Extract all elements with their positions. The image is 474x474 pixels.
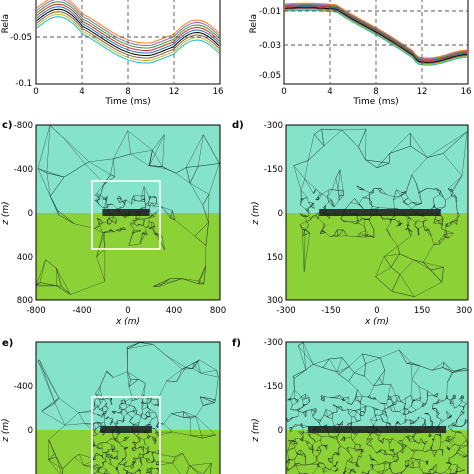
tl-curves-line-0 xyxy=(36,0,220,44)
panel-d-ytick-5: 300 xyxy=(267,296,283,306)
panel-e-mesh xyxy=(37,342,219,474)
panel-d-upper-region xyxy=(286,125,468,213)
tl-curves-line-5 xyxy=(36,8,220,56)
panel-e-ytick-1: -400 xyxy=(14,382,33,392)
top-left-plot: Rela -0.05 -0.1 0 4 8 12 16 Time (ms) xyxy=(1,0,223,107)
top-right-ylabel: Rela xyxy=(249,14,259,33)
panel-e-ylabel: z (m) xyxy=(1,418,11,442)
panel-e-ytick-2: 0 xyxy=(28,426,33,436)
panel-c-xtick-2: -400 xyxy=(72,306,91,316)
panel-c: c) -800 -400 0 400 800 -800 -400 0 400 8… xyxy=(1,120,226,327)
panel-c-xtick-5: 800 xyxy=(210,306,226,316)
panel-d-frame xyxy=(285,124,469,301)
top-right-xtick-4: 12 xyxy=(417,87,428,97)
c-mesh-electrode-strip xyxy=(102,209,150,216)
panel-c-ytick-4: 400 xyxy=(17,253,33,263)
d-mesh-electrode-strip xyxy=(319,209,441,216)
top-right-plot: Rela -0.01 -0.03 -0.05 0 4 8 12 16 Time … xyxy=(249,0,471,107)
panel-c-frame xyxy=(35,124,221,301)
panel-d-xtick-4: 150 xyxy=(414,306,430,316)
panel-c-upper-region xyxy=(36,125,220,213)
panel-c-label: c) xyxy=(2,120,13,131)
top-right-ytick-3: -0.05 xyxy=(259,71,281,81)
panel-d-lower-region xyxy=(286,213,468,300)
top-right-ytick-1: -0.01 xyxy=(259,7,281,17)
panel-c-xlabel: x (m) xyxy=(115,317,140,327)
panel-c-zoom-box xyxy=(91,180,161,250)
panel-f: f) -300 -150 0 z (m) xyxy=(232,338,469,474)
panel-c-xtick-4: 400 xyxy=(166,306,182,316)
top-left-ytick-2: -0.1 xyxy=(15,79,32,89)
panel-d-ytick-3: 0 xyxy=(278,209,283,219)
panel-f-label: f) xyxy=(232,338,241,349)
panel-d-mesh xyxy=(293,128,468,297)
top-right-xtick-2: 4 xyxy=(327,87,332,97)
top-right-dashes xyxy=(284,0,468,84)
panel-e-frame xyxy=(35,341,221,474)
top-left-xtick-2: 4 xyxy=(79,87,84,97)
panel-d-xtick-3: 0 xyxy=(374,306,379,316)
panel-e-upper-region xyxy=(36,342,220,430)
panel-d-xtick-1: -300 xyxy=(276,306,295,316)
top-right-xtick-1: 0 xyxy=(281,87,286,97)
panel-d-xtick-2: -150 xyxy=(321,306,340,316)
tr-curves-line-3 xyxy=(284,5,468,62)
panel-c-xtick-1: -800 xyxy=(26,306,45,316)
panel-e-label: e) xyxy=(2,338,13,349)
panel-d-ytick-4: 150 xyxy=(267,253,283,263)
panel-f-ylabel: z (m) xyxy=(251,418,261,442)
panel-c-ytick-1: -800 xyxy=(14,121,33,131)
tr-curves-line-5 xyxy=(284,7,468,64)
top-left-xtick-3: 8 xyxy=(125,87,130,97)
tl-curves-line-8 xyxy=(36,16,220,64)
panel-f-ytick-1: -300 xyxy=(264,338,283,348)
e-mesh-electrode-strip xyxy=(100,426,152,433)
tl-curves-line-2 xyxy=(36,1,220,49)
panel-d-ytick-1: -300 xyxy=(264,121,283,131)
top-left-xlabel: Time (ms) xyxy=(104,97,150,107)
panel-e: e) -400 0 z (m) xyxy=(1,338,221,474)
panel-f-frame xyxy=(285,341,469,474)
top-left-xtick-1: 0 xyxy=(33,87,38,97)
panel-c-ylabel: z (m) xyxy=(1,201,11,225)
panel-f-lower-region xyxy=(286,430,468,474)
panel-c-ytick-3: 0 xyxy=(28,209,33,219)
panel-d-ytick-2: -150 xyxy=(264,165,283,175)
top-right-xlabel: Time (ms) xyxy=(352,97,398,107)
tr-curves-line-4 xyxy=(284,6,468,63)
d-mesh-edges xyxy=(293,128,468,297)
panel-f-ytick-3: 0 xyxy=(278,426,283,436)
top-left-ytick-1: -0.05 xyxy=(10,33,32,43)
f-mesh-electrode-strip xyxy=(307,426,447,433)
top-left-xtick-5: 16 xyxy=(213,87,224,97)
top-left-ylabel: Rela xyxy=(1,14,11,33)
panel-d-xtick-5: 300 xyxy=(456,306,472,316)
panel-d-ylabel: z (m) xyxy=(251,201,261,225)
panel-d-label: d) xyxy=(232,120,244,131)
top-right-xtick-5: 16 xyxy=(461,87,472,97)
top-left-dashes xyxy=(36,0,220,84)
panel-c-ytick-5: 800 xyxy=(17,296,33,306)
panel-d: d) -300 -150 0 150 300 -300 -150 0 150 3… xyxy=(232,120,472,327)
panel-c-lower-region xyxy=(36,213,220,300)
top-right-ytick-2: -0.03 xyxy=(259,41,281,51)
panel-f-mesh xyxy=(286,342,469,474)
panel-f-ytick-2: -150 xyxy=(264,382,283,392)
panel-d-xlabel: x (m) xyxy=(364,317,389,327)
e-mesh-edges xyxy=(37,342,219,474)
panel-e-zoom-box xyxy=(91,396,161,474)
panel-e-lower-region xyxy=(36,430,220,474)
panel-c-ytick-2: -400 xyxy=(14,165,33,175)
panel-c-xtick-3: 0 xyxy=(125,306,130,316)
top-left-xtick-4: 12 xyxy=(169,87,180,97)
top-right-xtick-3: 8 xyxy=(373,87,378,97)
